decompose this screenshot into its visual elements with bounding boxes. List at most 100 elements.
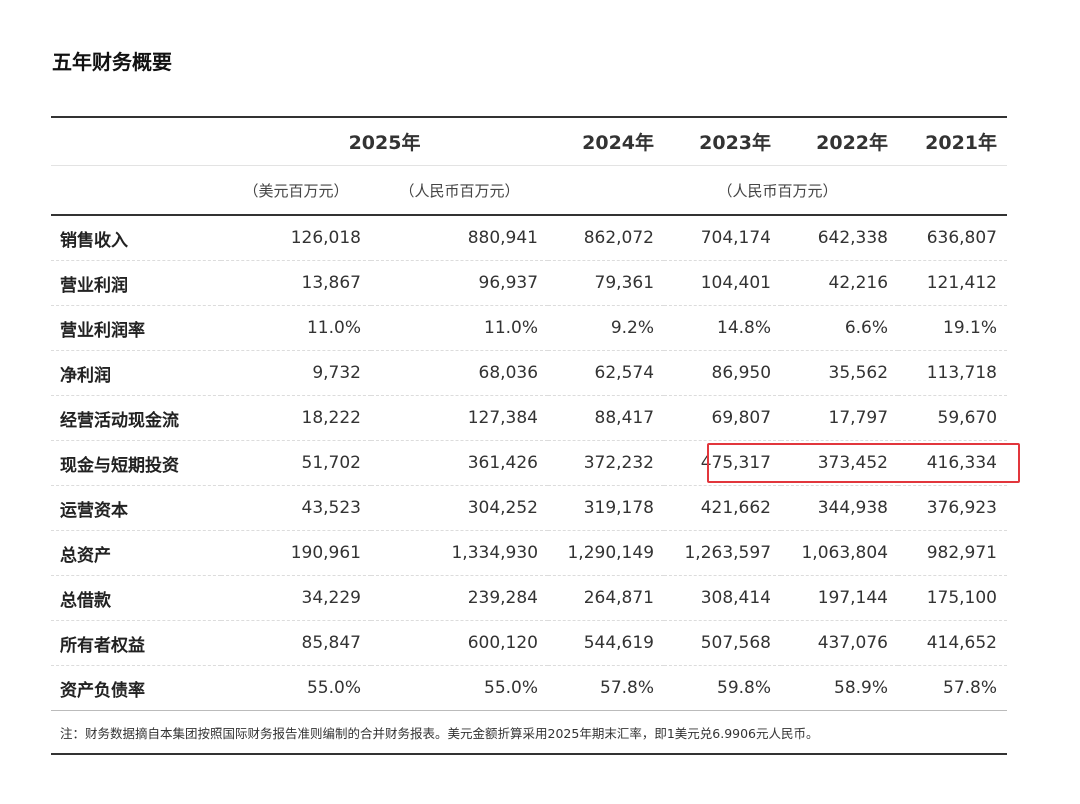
header-year-2023: 2023年	[664, 116, 782, 166]
cell-usd2025: 51,702	[221, 440, 371, 486]
cell-rmb2025: 1,334,930	[371, 530, 549, 576]
cell-usd2025: 126,018	[221, 215, 371, 261]
cell-y2024: 57.8%	[548, 665, 665, 711]
unit-rmb-other: （人民币百万元）	[548, 165, 1008, 216]
cell-y2024: 79,361	[548, 260, 665, 306]
cell-y2021: 376,923	[898, 485, 1008, 531]
cell-rmb2025: 55.0%	[371, 665, 549, 711]
cell-y2021: 59,670	[898, 395, 1008, 441]
cell-y2024: 862,072	[548, 215, 665, 261]
cell-rmb2025: 361,426	[371, 440, 549, 486]
row-label: 运营资本	[51, 485, 221, 531]
page-title: 五年财务概要	[52, 50, 172, 74]
cell-usd2025: 9,732	[221, 350, 371, 396]
cell-y2022: 42,216	[781, 260, 899, 306]
cell-y2023: 59.8%	[664, 665, 782, 711]
cell-y2022: 344,938	[781, 485, 899, 531]
year-header-row: 2025年 2024年 2023年 2022年 2021年	[51, 116, 1008, 166]
header-year-2021: 2021年	[898, 116, 1008, 166]
cell-y2022: 437,076	[781, 620, 899, 666]
cell-y2024: 319,178	[548, 485, 665, 531]
row-label: 净利润	[51, 350, 221, 396]
row-label: 所有者权益	[51, 620, 221, 666]
cell-usd2025: 43,523	[221, 485, 371, 531]
header-year-2024: 2024年	[548, 116, 665, 166]
cell-y2024: 544,619	[548, 620, 665, 666]
cell-y2021: 636,807	[898, 215, 1008, 261]
cell-y2022: 35,562	[781, 350, 899, 396]
unit-corner	[51, 165, 221, 216]
footnote: 注：财务数据摘自本集团按照国际财务报告准则编制的合并财务报表。美元金额折算采用2…	[51, 711, 1007, 755]
table-row: 营业利润 13,867 96,937 79,361 104,401 42,216 121,4…	[51, 260, 1008, 306]
cell-y2023: 86,950	[664, 350, 782, 396]
cell-y2023: 704,174	[664, 215, 782, 261]
header-year-2025: 2025年	[221, 116, 549, 166]
cell-usd2025: 13,867	[221, 260, 371, 306]
cell-y2024: 264,871	[548, 575, 665, 621]
table-row: 经营活动现金流 18,222 127,384 88,417 69,807 17,797 59…	[51, 395, 1008, 441]
cell-y2022: 17,797	[781, 395, 899, 441]
financial-summary-table: 2025年 2024年 2023年 2022年 2021年 （美元百万元） （人…	[51, 116, 1008, 711]
cell-usd2025: 18,222	[221, 395, 371, 441]
cell-y2023: 421,662	[664, 485, 782, 531]
cell-y2023: 104,401	[664, 260, 782, 306]
cell-y2021: 416,334	[898, 440, 1008, 486]
row-label: 现金与短期投资	[51, 440, 221, 486]
cell-y2021: 57.8%	[898, 665, 1008, 711]
cell-y2024: 88,417	[548, 395, 665, 441]
cell-y2023: 507,568	[664, 620, 782, 666]
cell-y2023: 14.8%	[664, 305, 782, 351]
cell-usd2025: 34,229	[221, 575, 371, 621]
row-label: 资产负债率	[51, 665, 221, 711]
cell-y2021: 414,652	[898, 620, 1008, 666]
cell-usd2025: 11.0%	[221, 305, 371, 351]
cell-y2023: 308,414	[664, 575, 782, 621]
cell-y2022: 1,063,804	[781, 530, 899, 576]
header-year-2022: 2022年	[781, 116, 899, 166]
unit-rmb-2025: （人民币百万元）	[371, 165, 549, 216]
cell-y2022: 373,452	[781, 440, 899, 486]
cell-y2021: 19.1%	[898, 305, 1008, 351]
cell-usd2025: 190,961	[221, 530, 371, 576]
cell-usd2025: 85,847	[221, 620, 371, 666]
cell-y2024: 9.2%	[548, 305, 665, 351]
cell-rmb2025: 96,937	[371, 260, 549, 306]
table-row: 营业利润率 11.0% 11.0% 9.2% 14.8% 6.6% 19.1%	[51, 305, 1008, 351]
table-row: 资产负债率 55.0% 55.0% 57.8% 59.8% 58.9% 57.8%	[51, 665, 1008, 711]
unit-usd: （美元百万元）	[221, 165, 371, 216]
cell-rmb2025: 239,284	[371, 575, 549, 621]
cell-rmb2025: 304,252	[371, 485, 549, 531]
row-label: 经营活动现金流	[51, 395, 221, 441]
table-row: 销售收入 126,018 880,941 862,072 704,174 642,338 6…	[51, 215, 1008, 261]
table-row: 所有者权益 85,847 600,120 544,619 507,568 437,076 4…	[51, 620, 1008, 666]
header-corner	[51, 116, 221, 166]
table-row: 现金与短期投资 51,702 361,426 372,232 475,317 373,45…	[51, 440, 1008, 486]
table-body: 销售收入 126,018 880,941 862,072 704,174 642,338 6…	[51, 215, 1008, 711]
row-label: 营业利润率	[51, 305, 221, 351]
cell-y2023: 1,263,597	[664, 530, 782, 576]
cell-y2024: 372,232	[548, 440, 665, 486]
cell-y2021: 113,718	[898, 350, 1008, 396]
cell-rmb2025: 127,384	[371, 395, 549, 441]
unit-header-row: （美元百万元） （人民币百万元） （人民币百万元）	[51, 165, 1008, 216]
cell-rmb2025: 11.0%	[371, 305, 549, 351]
row-label: 销售收入	[51, 215, 221, 261]
cell-y2022: 642,338	[781, 215, 899, 261]
table-row: 总资产 190,961 1,334,930 1,290,149 1,263,597 1,0…	[51, 530, 1008, 576]
cell-y2022: 6.6%	[781, 305, 899, 351]
cell-y2023: 475,317	[664, 440, 782, 486]
cell-y2023: 69,807	[664, 395, 782, 441]
table-row: 运营资本 43,523 304,252 319,178 421,662 344,938 37…	[51, 485, 1008, 531]
table-row: 净利润 9,732 68,036 62,574 86,950 35,562 113,718	[51, 350, 1008, 396]
cell-rmb2025: 68,036	[371, 350, 549, 396]
cell-y2021: 175,100	[898, 575, 1008, 621]
financial-summary-table-wrap: 2025年 2024年 2023年 2022年 2021年 （美元百万元） （人…	[51, 116, 1008, 755]
table-row: 总借款 34,229 239,284 264,871 308,414 197,144 175…	[51, 575, 1008, 621]
cell-rmb2025: 880,941	[371, 215, 549, 261]
cell-rmb2025: 600,120	[371, 620, 549, 666]
cell-y2022: 58.9%	[781, 665, 899, 711]
cell-y2024: 62,574	[548, 350, 665, 396]
cell-y2022: 197,144	[781, 575, 899, 621]
cell-y2024: 1,290,149	[548, 530, 665, 576]
row-label: 总借款	[51, 575, 221, 621]
